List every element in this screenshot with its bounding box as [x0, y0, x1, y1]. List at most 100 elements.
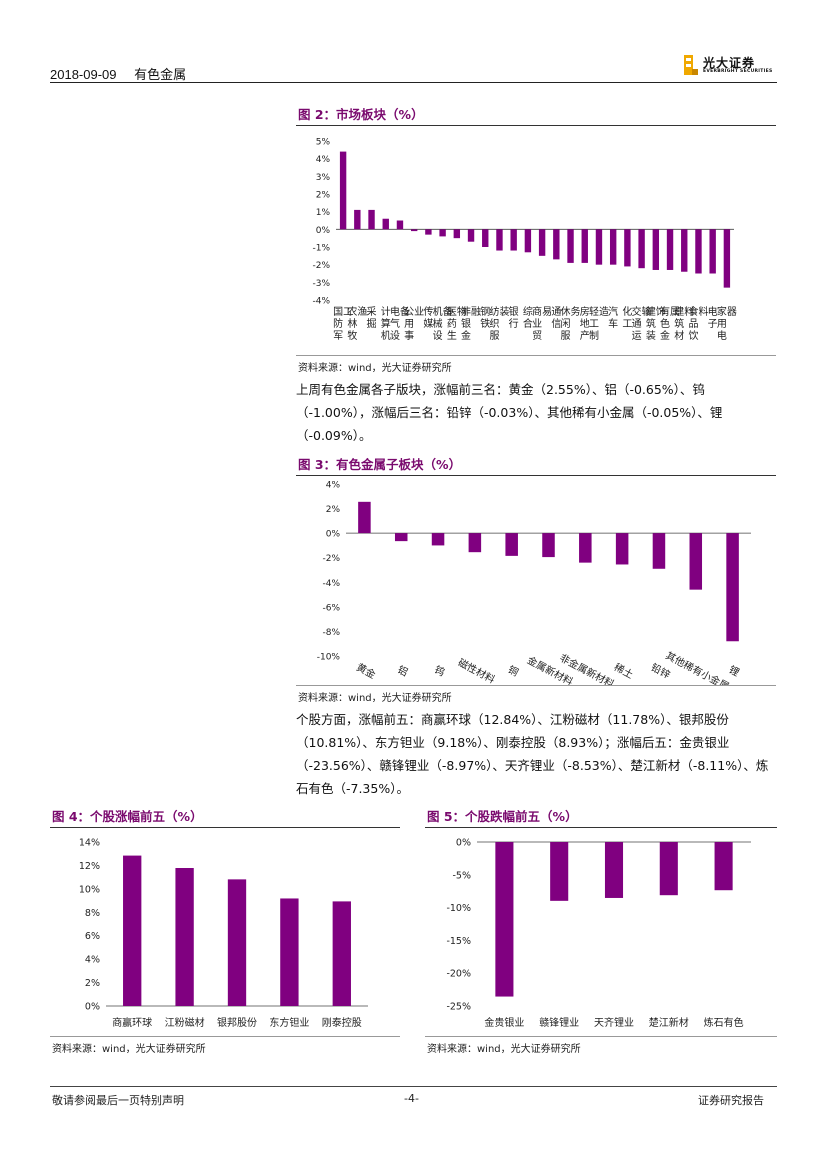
bar: [368, 209, 375, 230]
x-tick-label: 军: [333, 330, 343, 342]
x-tick-label: 商赢环球: [112, 1016, 152, 1029]
x-tick-label: 媒: [423, 318, 433, 330]
x-tick-label: 炼石有色: [704, 1016, 744, 1029]
x-tick-label: 通: [551, 306, 561, 318]
bar: [659, 842, 678, 896]
y-tick-label: -2%: [312, 261, 330, 271]
report-section: 有色金属: [134, 67, 187, 82]
bar: [482, 229, 489, 247]
bar: [468, 533, 482, 553]
bar: [579, 533, 592, 563]
bar: [410, 229, 418, 232]
bar: [505, 533, 518, 556]
x-tick-label: 家: [717, 305, 727, 318]
bar: [652, 533, 666, 569]
x-tick-label: 易: [542, 306, 552, 318]
company-logo: 光大证券 EVERBRIGHT SECURITIES: [683, 52, 777, 78]
x-tick-label: 输: [642, 305, 652, 318]
bar: [567, 229, 574, 263]
x-tick-label: 银邦股份: [217, 1016, 257, 1029]
bar: [695, 229, 702, 274]
fig3-source: 资料来源：wind，光大证券研究所: [298, 693, 452, 704]
x-tick-label: 房: [580, 305, 590, 318]
x-tick-label: 贸: [532, 330, 542, 342]
y-tick-label: 4%: [316, 155, 331, 165]
x-tick-label: 料: [698, 305, 708, 318]
bar: [689, 533, 703, 590]
x-tick-label: 服: [489, 330, 499, 342]
bar: [652, 229, 660, 270]
x-tick-label: 掘: [367, 317, 377, 330]
y-tick-label: 1%: [316, 208, 331, 218]
bar: [382, 218, 389, 230]
x-tick-label: 金: [461, 329, 471, 342]
y-tick-label: 2%: [316, 191, 331, 201]
bar: [495, 842, 514, 997]
x-tick-label: 饰: [656, 305, 666, 318]
y-tick-label: 2%: [326, 505, 341, 515]
fig4-bottom-rule: [50, 1036, 400, 1037]
y-tick-label: 2%: [85, 978, 100, 989]
footer-report-type: 证券研究报告: [698, 1094, 764, 1107]
fig3-top-rule: [296, 475, 776, 476]
x-tick-label: 铝: [395, 664, 409, 679]
x-tick-label: 黄金: [354, 660, 378, 681]
bar: [550, 842, 569, 901]
bar: [538, 229, 546, 256]
bar: [496, 229, 503, 251]
bar: [604, 842, 624, 898]
x-tick-label: 防: [333, 317, 343, 330]
x-tick-label: 工: [343, 307, 353, 318]
y-tick-label: 4%: [326, 481, 341, 491]
x-tick-label: 属: [670, 306, 680, 318]
fig5-top-rule: [425, 827, 777, 828]
y-tick-label: -3%: [312, 279, 330, 289]
x-tick-label: 品: [688, 318, 698, 330]
bar: [723, 229, 731, 288]
x-tick-label: 用: [717, 319, 727, 330]
x-tick-label: 筑: [646, 317, 656, 330]
footer-divider: [50, 1086, 777, 1087]
x-tick-label: 汽: [608, 305, 618, 318]
x-tick-label: 服: [561, 330, 571, 342]
fig2-bottom-rule: [296, 355, 776, 356]
bar: [439, 229, 446, 237]
bar: [358, 501, 371, 534]
x-tick-label: 械: [433, 317, 443, 330]
y-tick-label: 10%: [79, 884, 100, 895]
logo-mark-icon: [684, 55, 698, 75]
bar: [595, 229, 603, 265]
x-tick-label: 色: [660, 317, 670, 330]
bar: [638, 229, 645, 269]
x-tick-label: 商: [532, 305, 542, 318]
fig5-source: 资料来源：wind，光大证券研究所: [427, 1044, 581, 1055]
x-tick-label: 化: [622, 305, 632, 318]
footer-page-number: -4-: [404, 1092, 419, 1105]
bar: [624, 229, 631, 267]
x-tick-label: 车: [608, 317, 618, 330]
x-tick-label: 银: [509, 305, 519, 318]
x-tick-label: 合: [523, 317, 533, 330]
x-tick-label: 非: [461, 306, 471, 318]
x-tick-label: 电: [717, 329, 727, 342]
fig4-title: 图 4：个股涨幅前五（%）: [52, 809, 203, 824]
x-tick-label: 子: [708, 318, 718, 330]
y-tick-label: -1%: [312, 244, 330, 254]
bar: [227, 879, 247, 1006]
y-tick-label: -4%: [322, 579, 340, 589]
x-tick-label: 公: [404, 307, 414, 318]
x-tick-label: 医: [447, 306, 457, 318]
x-tick-label: 事: [404, 329, 414, 342]
x-tick-label: 传: [423, 306, 433, 318]
logo-text-cn: 光大证券: [703, 56, 756, 70]
y-tick-label: -10%: [317, 653, 341, 663]
x-tick-label: 融: [471, 306, 481, 318]
y-tick-label: -25%: [446, 1002, 471, 1013]
bar: [354, 209, 361, 230]
x-tick-label: 铁: [480, 317, 490, 330]
x-tick-label: 业: [532, 318, 542, 330]
bar: [425, 229, 432, 235]
y-tick-label: -20%: [446, 969, 471, 980]
x-tick-label: 计: [381, 305, 391, 318]
x-tick-label: 制: [589, 329, 599, 342]
